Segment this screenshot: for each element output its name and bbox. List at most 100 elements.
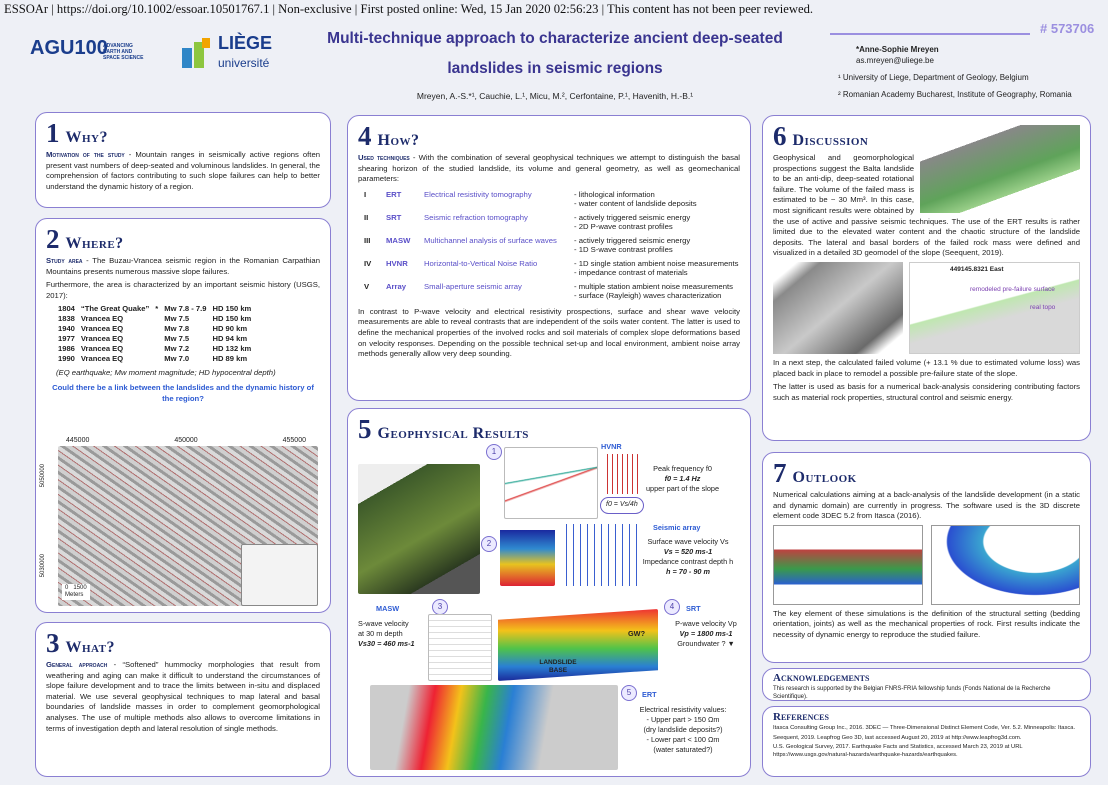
event-cell	[155, 354, 164, 364]
logo-liege: LIÈGE	[218, 33, 273, 53]
technique-row: III MASW Multichannel analysis of surface …	[364, 236, 740, 255]
heading-number: 2	[46, 224, 60, 254]
event-row: 1986 Vrancea EQ Mw 7.2 HD 132 km	[58, 344, 257, 354]
technique-info-line: - surface (Rayleigh) waves characterizat…	[574, 291, 722, 301]
technique-info: - actively triggered seismic energy - 1D …	[574, 236, 740, 255]
reference: U.S. Geological Survey, 2017. Earthquake…	[773, 744, 1023, 758]
section-discussion: 6 Discussion Geophysical and geomorpholog…	[762, 115, 1091, 441]
heading-number: 5	[358, 414, 372, 444]
event-cell: Vrancea EQ	[80, 324, 124, 334]
contact-name: *Anne-Sophie Mreyen	[856, 45, 939, 54]
map-x-label: 455000	[282, 437, 306, 444]
text: This research is supported by the Belgia…	[773, 686, 1051, 700]
event-cell: Vrancea EQ	[80, 314, 124, 324]
masw-chart	[428, 614, 492, 681]
method-label: SRT	[686, 604, 701, 613]
contact-email: as.mreyen@uliege.be	[856, 56, 934, 65]
banner: ESSOAr | https://doi.org/10.1002/essoar.…	[4, 2, 814, 16]
section-how: 4 How? Used techniques - With the combina…	[347, 115, 751, 401]
image-simulation	[930, 524, 1080, 605]
paragraph: General approach - “Softened” hummocky m…	[46, 660, 320, 734]
text: - “Softened” hummocky morphologies that …	[46, 660, 320, 733]
section-where: 2 Where? Study area - The Buzau-Vrancea s…	[35, 218, 331, 613]
heading-number: 6	[773, 121, 787, 151]
map-inset	[241, 544, 318, 606]
title-line: Multi-technique approach to characterize…	[327, 30, 783, 47]
badge: 2	[481, 536, 497, 552]
badge: 1	[486, 444, 502, 460]
title: Multi-technique approach to characterize…	[270, 24, 840, 84]
logo-liege-sub: université	[218, 56, 270, 70]
section-why: 1 Why? Motivation of the study - Mountain…	[35, 112, 331, 208]
heading: 3 What?	[46, 629, 320, 657]
paragraph: Used techniques - With the combination o…	[358, 153, 740, 185]
result-line: at 30 m depth	[358, 629, 403, 638]
event-cell: Mw 7.8 - 7.9	[164, 304, 207, 314]
technique-info-line: - lithological information	[574, 189, 655, 199]
poster-id: # 573706	[1040, 21, 1095, 36]
event-row: 1838 Vrancea EQ Mw 7.5 HD 150 km	[58, 314, 257, 324]
reference: Itasca Consulting Group Inc., 2016. 3DEC…	[773, 725, 1076, 731]
affiliation: ² Romanian Academy Bucharest, Institute …	[838, 90, 1072, 99]
text: - The Buzau-Vrancea seismic region in th…	[46, 256, 320, 276]
result-line: f0 = 1.4 Hz	[664, 474, 701, 483]
array-profile	[560, 524, 640, 586]
paragraph: Study area - The Buzau-Vrancea seismic r…	[46, 256, 320, 277]
text: - Mountain ranges in seismically active …	[46, 150, 320, 191]
map-x-labels: 445000 450000 455000	[66, 436, 306, 447]
event-cell: HD 94 km	[212, 334, 248, 344]
paragraph: Numerical calculations aiming at a back-…	[773, 490, 1080, 521]
event-cell: Mw 7.5	[164, 334, 190, 344]
result-line: (water saturated?)	[653, 745, 713, 754]
technique-abbr: HVNR	[386, 258, 408, 268]
heading: 4 How?	[358, 122, 740, 150]
result-line: Vs = 520 ms-1	[663, 547, 713, 556]
technique-info-line: - impedance contrast of materials	[574, 268, 688, 278]
technique-info: - actively triggered seismic energy - 2D …	[574, 213, 740, 232]
event-cell: Mw 7.5	[164, 314, 190, 324]
heading: 5 Geophysical Results	[358, 415, 740, 443]
method-label: MASW	[376, 604, 400, 613]
paragraph: Furthermore, the area is characterized b…	[46, 280, 320, 300]
technique-name: Multichannel analysis of surface waves	[424, 235, 557, 245]
map-x-label: 450000	[174, 437, 198, 444]
figure-label: remodeled pre-failure surface	[970, 285, 1055, 293]
paragraph: In a next step, the calculated failed vo…	[773, 357, 1080, 378]
reference-list: Itasca Consulting Group Inc., 2016. 3DEC…	[773, 725, 1080, 759]
event-cell: 1977	[58, 334, 75, 344]
heading-title: Outlook	[792, 469, 857, 486]
authors: Mreyen, A.-S.*¹, Cauchie, L.¹, Micu, M.²…	[416, 91, 694, 101]
event-row: 1977 Vrancea EQ Mw 7.5 HD 94 km	[58, 334, 257, 344]
heading-number: 4	[358, 121, 372, 151]
map-x-label: 445000	[66, 437, 90, 444]
event-cell: “The Great Quake”	[80, 304, 150, 314]
technique-name: Horizontal-to-Vertical Noise Ratio	[424, 258, 538, 268]
technique-info-line: - actively triggered seismic energy	[574, 212, 691, 222]
heading: 1 Why?	[46, 119, 320, 147]
technique-info-line: - multiple station ambient noise measure…	[574, 281, 733, 291]
contact: *Anne-Sophie Mreyen as.mreyen@uliege.be …	[838, 44, 1072, 100]
method-label: Seismic array	[653, 523, 701, 532]
technique-name: Seismic refraction tomography	[424, 212, 528, 222]
scale-label: 1500	[73, 585, 87, 591]
event-cell: 1990	[58, 354, 75, 364]
section-outlook: 7 Outlook Numerical calculations aiming a…	[762, 452, 1091, 663]
paragraph: The key element of these simulations is …	[773, 608, 1080, 639]
result-line: Groundwater ? ▼	[677, 639, 735, 648]
heading-title: Acknowledgements	[773, 672, 870, 684]
heading-number: 7	[773, 458, 787, 488]
image-geomodel	[773, 261, 903, 354]
badge: 3	[432, 599, 448, 615]
heading-number: 3	[46, 628, 60, 658]
formula: f0 = Vs/4h	[600, 497, 644, 514]
technique-row: I ERT Electrical resistivity tomography - l…	[364, 190, 740, 209]
technique-info-line: - water content of landslide deposits	[574, 199, 697, 209]
technique-name: Small-aperture seismic array	[424, 281, 522, 291]
heading: 7 Outlook	[773, 459, 1080, 487]
event-cell: Vrancea EQ	[80, 334, 124, 344]
technique-number: III	[364, 235, 371, 245]
srt-profile	[498, 609, 658, 681]
result-line: S-wave velocity	[358, 619, 409, 628]
ert-profile	[370, 685, 618, 770]
scale-label: 0	[65, 585, 69, 591]
